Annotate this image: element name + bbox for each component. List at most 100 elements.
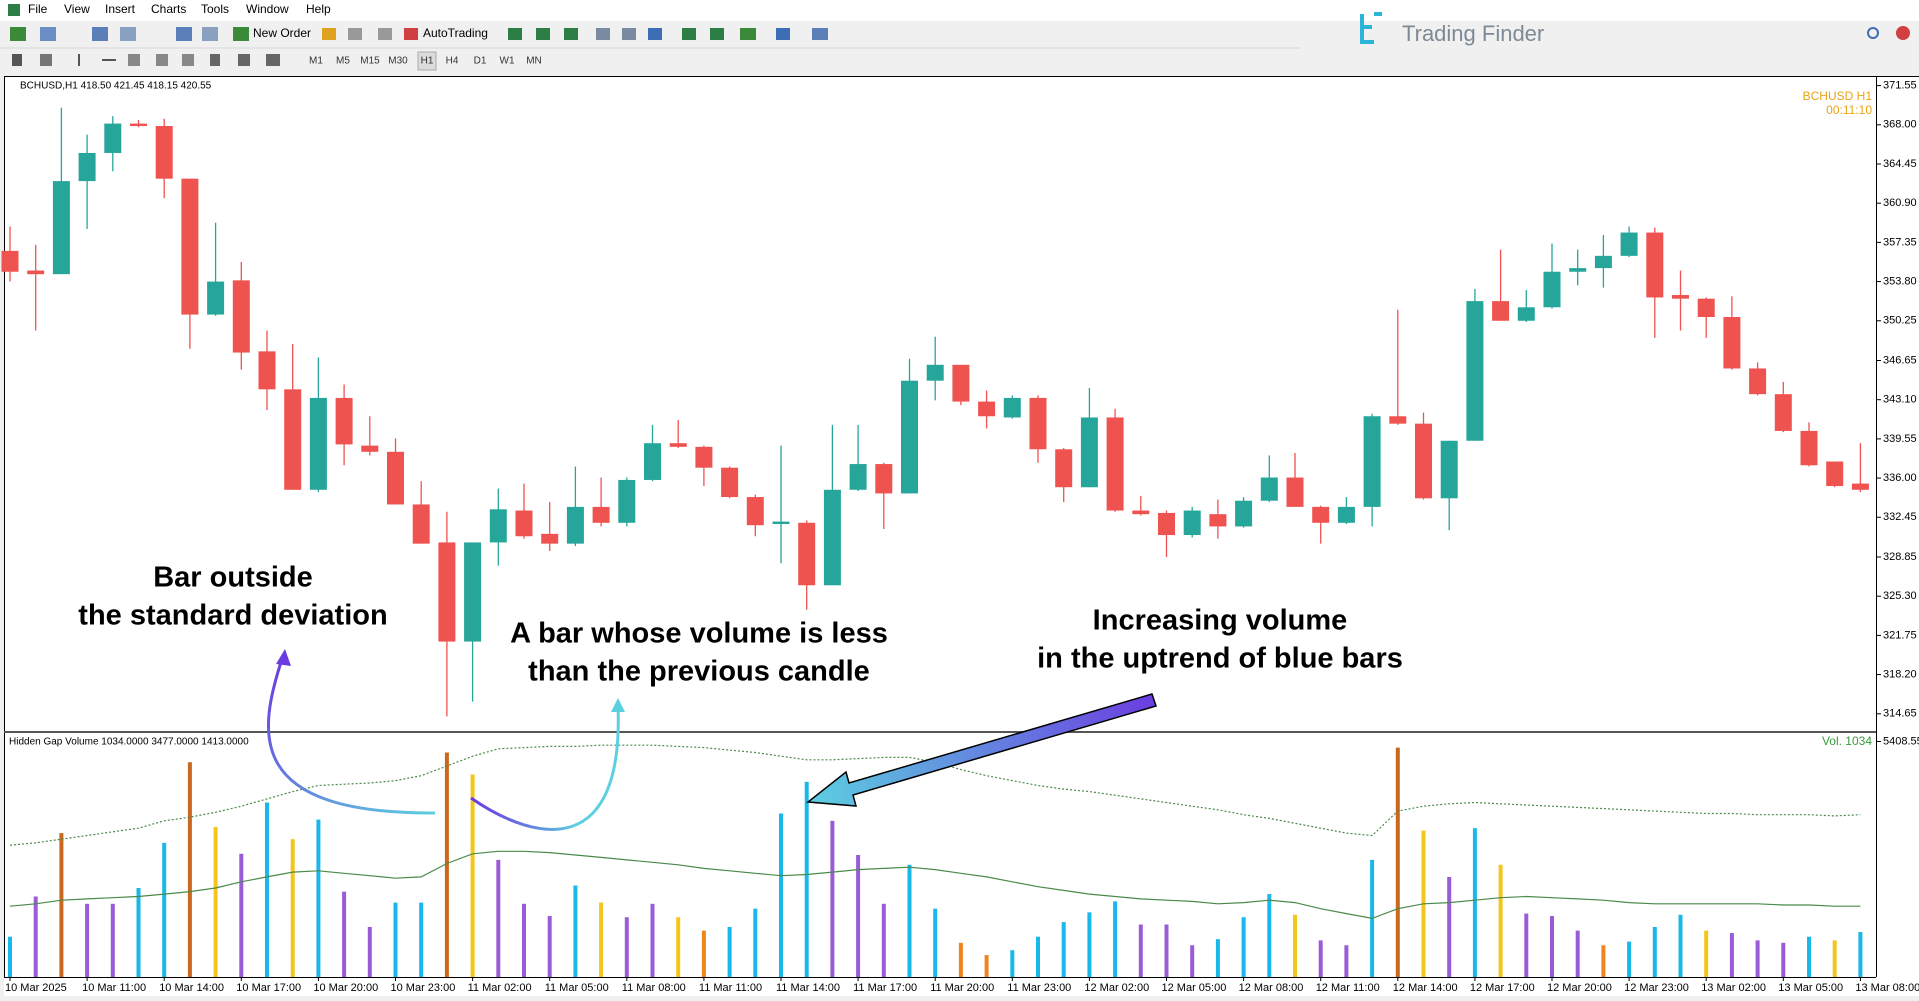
icon[interactable] (40, 27, 56, 41)
candle-body (927, 365, 944, 381)
icon[interactable] (740, 28, 756, 40)
volume-bar (59, 833, 63, 977)
icon[interactable] (536, 28, 550, 40)
menu-item[interactable]: View (64, 2, 90, 16)
timeframe-button[interactable]: M30 (388, 56, 408, 67)
volume-bar (625, 917, 629, 977)
x-tick-label: 12 Mar 14:00 (1393, 982, 1458, 994)
timeframe-button[interactable]: W1 (500, 56, 515, 67)
timeframe-button[interactable]: MN (526, 56, 542, 67)
candle-body (1415, 424, 1432, 499)
icon[interactable] (348, 28, 362, 40)
icon[interactable] (812, 28, 828, 40)
x-tick-label: 12 Mar 17:00 (1470, 982, 1535, 994)
volume-bar (1550, 916, 1554, 977)
icon[interactable] (156, 54, 168, 66)
volume-bar (1858, 932, 1862, 977)
icon[interactable] (92, 27, 108, 41)
candle-body (1004, 398, 1021, 418)
menu-item[interactable]: Insert (105, 2, 136, 16)
timeframe-button[interactable]: D1 (474, 56, 487, 67)
icon[interactable] (596, 28, 610, 40)
icon[interactable] (40, 54, 52, 66)
icon[interactable] (266, 54, 280, 66)
candle-body (490, 509, 507, 542)
new-order-button[interactable]: New Order (253, 26, 311, 40)
menu-item[interactable]: Tools (201, 2, 229, 16)
volume-bar (805, 782, 809, 977)
icon[interactable] (10, 27, 26, 41)
icon[interactable] (210, 54, 220, 66)
y-tick-label: 357.35 (1883, 236, 1917, 248)
x-tick-label: 11 Mar 20:00 (930, 982, 994, 994)
icon[interactable] (404, 28, 418, 40)
menu-item[interactable]: Help (306, 2, 331, 16)
candle-body (1852, 484, 1869, 490)
candle-body (1312, 507, 1329, 523)
bar-timer: 00:11:10 (1826, 103, 1872, 117)
icon[interactable] (508, 28, 522, 40)
candle-body (464, 542, 481, 641)
timeframe-button[interactable]: H1 (421, 56, 434, 67)
y-tick-label: 339.55 (1883, 433, 1917, 445)
candle-body (1055, 449, 1072, 487)
y-tick-label: 360.90 (1883, 197, 1917, 209)
volume-bar (1267, 894, 1271, 977)
x-tick-label: 13 Mar 08:00 (1855, 982, 1919, 994)
icon[interactable] (682, 28, 696, 40)
icon[interactable] (322, 28, 336, 40)
timeframe-button[interactable]: M5 (336, 56, 350, 67)
volume-bar (496, 860, 500, 977)
icon[interactable] (176, 27, 192, 41)
icon[interactable] (378, 28, 392, 40)
icon[interactable] (182, 54, 194, 66)
x-tick-label: 12 Mar 02:00 (1084, 982, 1149, 994)
icon[interactable] (238, 54, 250, 66)
timeframe-button[interactable]: M15 (360, 56, 380, 67)
volume-bar (1216, 939, 1220, 977)
menu-item[interactable]: Window (246, 2, 289, 16)
icon[interactable] (710, 28, 724, 40)
candle-body (670, 443, 687, 447)
candle-body (1081, 417, 1098, 487)
candle-body (1749, 368, 1766, 394)
candle-body (2, 251, 19, 272)
candle-body (284, 389, 301, 489)
volume-bar (728, 927, 732, 977)
app-icon (8, 4, 20, 16)
icon[interactable] (776, 28, 790, 40)
icon[interactable] (622, 28, 636, 40)
candle-body (1492, 301, 1509, 321)
y-tick-label: 332.45 (1883, 511, 1917, 523)
candle-body (567, 507, 584, 544)
icon[interactable] (120, 27, 136, 41)
icon[interactable] (564, 28, 578, 40)
menu-item[interactable]: File (28, 2, 48, 16)
timeframe-button[interactable]: H4 (446, 56, 459, 67)
x-tick-label: 10 Mar 20:00 (313, 982, 378, 994)
y-tick-label: 353.80 (1883, 275, 1917, 287)
candle-body (104, 124, 121, 153)
candle-body (1107, 417, 1124, 510)
menu-item[interactable]: Charts (151, 2, 186, 16)
y-tick-label: 328.85 (1883, 551, 1917, 563)
autotrading-button[interactable]: AutoTrading (423, 26, 488, 40)
icon[interactable] (128, 54, 140, 66)
volume-bar (291, 839, 295, 977)
notification-icon[interactable] (1896, 26, 1910, 40)
timeframe-button[interactable]: M1 (309, 56, 323, 67)
icon[interactable] (202, 27, 218, 41)
volume-bar (1036, 937, 1040, 977)
icon[interactable] (648, 28, 662, 40)
volume-bar (1473, 828, 1477, 977)
icon[interactable] (12, 54, 22, 66)
icon[interactable] (102, 59, 116, 61)
candle-body (1595, 256, 1612, 268)
x-tick-label: 11 Mar 11:00 (699, 982, 762, 994)
volume-bar (908, 865, 912, 977)
icon[interactable] (233, 27, 249, 41)
candle-body (773, 522, 790, 524)
icon[interactable] (78, 54, 80, 66)
candle-body (1261, 478, 1278, 501)
